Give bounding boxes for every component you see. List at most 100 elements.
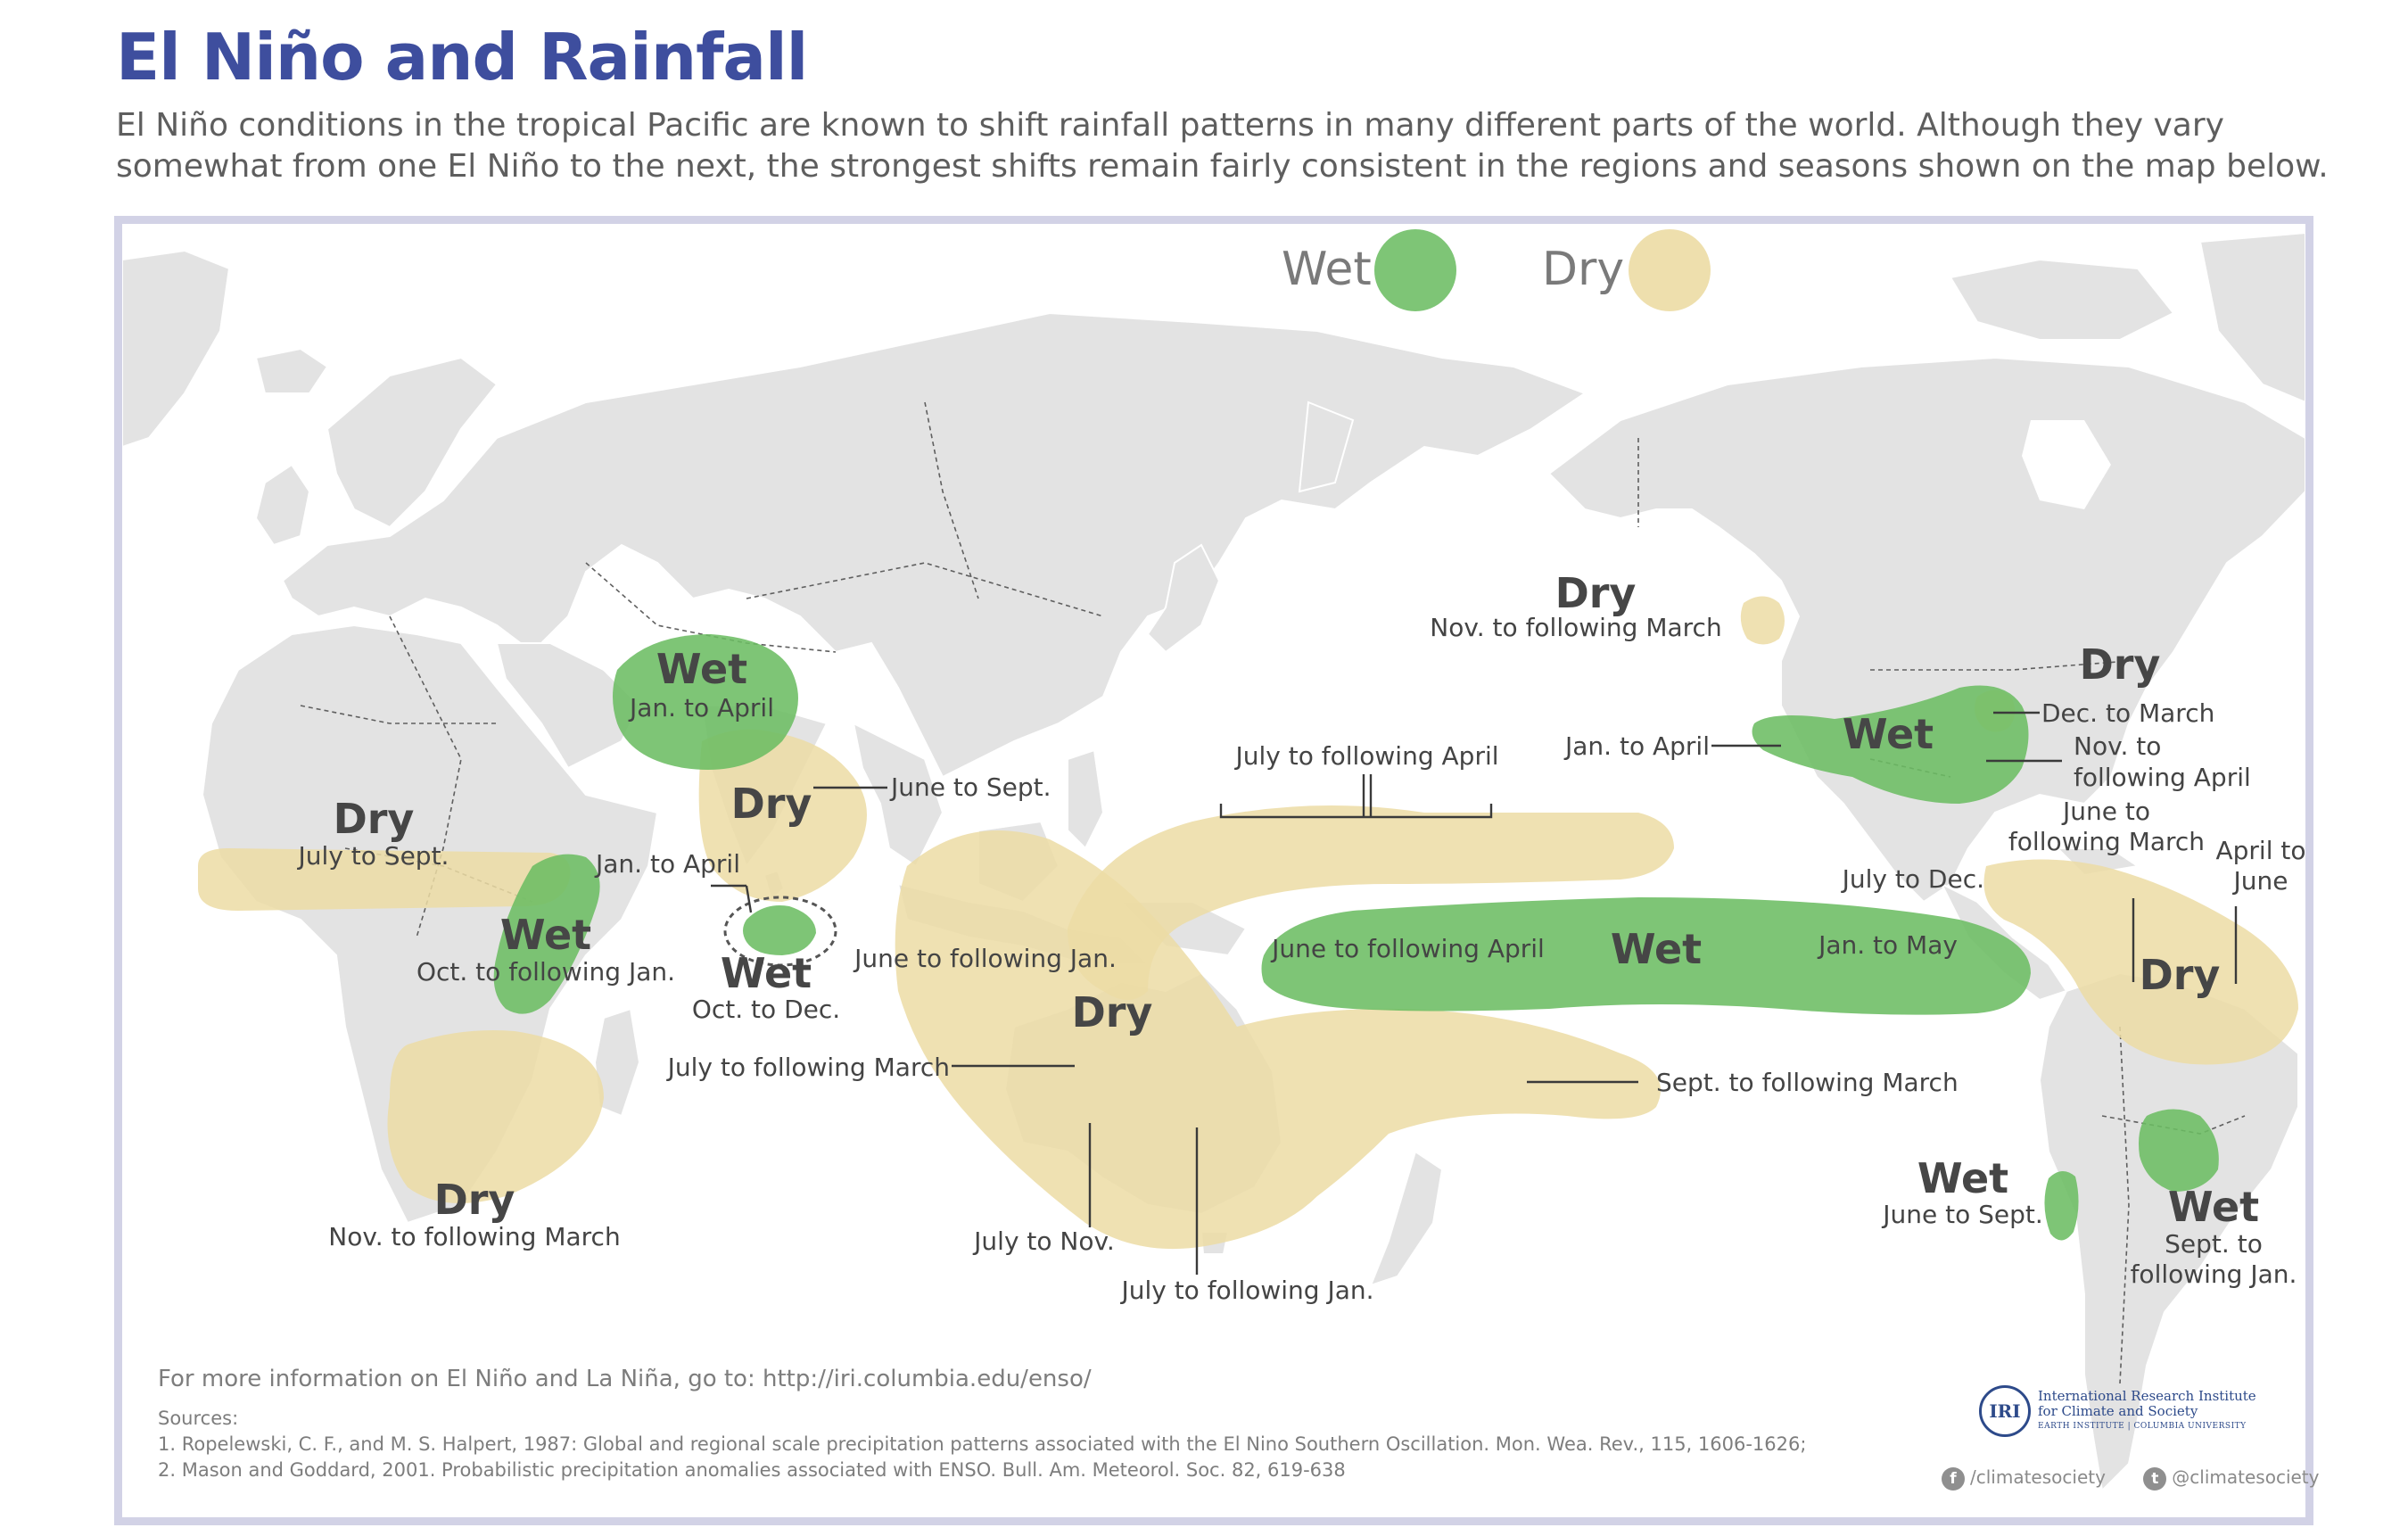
south-pacific-season: Sept. to following March — [1656, 1068, 1959, 1097]
caribbean-season-1: June to — [2061, 797, 2150, 826]
wet-regions — [493, 634, 2219, 1241]
legend-dry-label: Dry — [1542, 243, 1624, 296]
wet-region-sri-lanka-outline — [723, 896, 837, 967]
greenland-east — [2198, 231, 2305, 404]
sahel-type: Dry — [334, 795, 415, 843]
us-south-season-west: Jan. to April — [1563, 731, 1710, 761]
australia-north-season: July to Nov. — [972, 1226, 1115, 1256]
facebook-icon: f — [1942, 1466, 1965, 1491]
us-south-season-east-2: following April — [2074, 763, 2251, 792]
legend-dry-swatch — [1629, 229, 1711, 311]
caribbean-season-2: following March — [2008, 827, 2205, 856]
twitter-link[interactable]: t @climatesociety — [2143, 1466, 2319, 1491]
southeast-sa-type: Wet — [2168, 1183, 2259, 1231]
north-pacific-season: July to following April — [1233, 741, 1498, 771]
wet-region-southeast-south-america — [2139, 1109, 2219, 1192]
facebook-link[interactable]: f/climatesociety — [1942, 1466, 2106, 1491]
dry-region-maritime — [895, 830, 1661, 1250]
wet-region-equatorial-pacific — [1261, 897, 2031, 1015]
southern-africa-type: Dry — [434, 1176, 515, 1224]
wet-region-us-south — [1752, 685, 2029, 804]
africa — [201, 623, 659, 1225]
legend-wet-label: Wet — [1282, 243, 1372, 296]
greenland-west — [122, 249, 231, 449]
japan — [1146, 543, 1221, 654]
page-title: El Niño and Rainfall — [116, 20, 808, 95]
source-2: 2. Mason and Goddard, 2001. Probabilisti… — [158, 1459, 1346, 1481]
equatorial-pacific-type: Wet — [1611, 925, 1702, 973]
india-season: June to Sept. — [889, 772, 1051, 802]
southeast-sa-season-2: following Jan. — [2131, 1259, 2297, 1289]
us-ohio-season: Dec. to March — [2041, 698, 2214, 728]
central-asia-season: Jan. to April — [628, 693, 774, 723]
chile-type: Wet — [1917, 1154, 2008, 1202]
twitter-handle: @climatesociety — [2172, 1466, 2320, 1488]
sri-lanka-season: Oct. to Dec. — [692, 995, 840, 1024]
philippines — [1067, 748, 1105, 850]
central-asia-type: Wet — [656, 645, 747, 693]
india-type: Dry — [731, 780, 812, 828]
chile-season: June to Sept. — [1881, 1200, 2043, 1229]
maritime-type: Dry — [1072, 988, 1153, 1036]
dry-region-pacific-nw — [1740, 596, 1785, 645]
equatorial-pacific-season-east: Jan. to May — [1817, 930, 1958, 960]
dry-region-north-pacific — [1068, 805, 1674, 1000]
sources: Sources: 1. Ropelewski, C. F., and M. S.… — [158, 1406, 1806, 1483]
wet-region-east-africa — [493, 854, 600, 1014]
iri-name-line-3: EARTH INSTITUTE | COLUMBIA UNIVERSITY — [2038, 1422, 2247, 1431]
iri-globe-icon: IRI — [1979, 1385, 2031, 1437]
southeast-sa-season-1: Sept. to — [2165, 1229, 2263, 1259]
northern-sa-season-east-2: June — [2232, 866, 2288, 896]
us-south-season-east-1: Nov. to — [2074, 731, 2161, 761]
north-america — [1547, 356, 2305, 904]
southeast-asia — [852, 722, 944, 868]
intro-text: El Niño conditions in the tropical Pacif… — [116, 107, 2329, 185]
dry-regions — [198, 596, 2298, 1250]
wet-region-central-asia — [613, 634, 798, 770]
arabian-peninsula — [495, 642, 641, 770]
iceland — [254, 347, 329, 394]
east-africa-season: Oct. to following Jan. — [416, 957, 675, 987]
facebook-handle: /climatesociety — [1970, 1466, 2106, 1488]
legend-wet-swatch — [1374, 229, 1456, 311]
iri-logo: IRI International Research Institute for… — [1979, 1385, 2273, 1448]
sahel-season: July to Sept. — [297, 841, 449, 871]
pacific-nw-type: Dry — [1555, 569, 1637, 617]
australia-east-season: July to following Jan. — [1119, 1276, 1373, 1305]
east-africa-type: Wet — [500, 911, 591, 959]
maritime-season-march: July to following March — [666, 1053, 950, 1082]
canadian-arctic — [1949, 258, 2175, 341]
sources-label: Sources: — [158, 1408, 239, 1429]
world-map: Wet Dry Wet Jan. to April Dry June to Se… — [122, 229, 2305, 1493]
british-isles — [254, 463, 311, 547]
leader-lines — [711, 711, 2238, 1275]
scandinavia — [326, 356, 499, 529]
wet-region-chile — [2044, 1170, 2079, 1241]
sri-lanka-type: Wet — [721, 949, 812, 997]
map-frame: Wet Dry Wet Jan. to April Dry June to Se… — [114, 216, 2319, 1525]
us-ohio-type: Dry — [2080, 640, 2161, 689]
dry-region-sahel — [198, 848, 571, 911]
hudson-bay — [2022, 420, 2111, 509]
dry-region-southern-africa — [387, 1030, 604, 1203]
social-links: f/climatesociety t @climatesociety — [1942, 1466, 2351, 1491]
sri-lanka-jan-line1: Jan. to April — [594, 849, 740, 879]
equatorial-pacific-season-west: June to following April — [1270, 934, 1545, 963]
pacific-nw-season: Nov. to following March — [1430, 613, 1721, 642]
twitter-icon: t — [2143, 1466, 2167, 1491]
iri-name-line-1: International Research Institute — [2038, 1388, 2256, 1404]
wet-region-sri-lanka — [743, 905, 816, 955]
us-south-type: Wet — [1843, 710, 1934, 758]
madagascar — [593, 1007, 641, 1118]
northern-sa-season-east-1: April to — [2215, 836, 2305, 865]
new-zealand — [1369, 1150, 1444, 1287]
maritime-season-jan: June to following Jan. — [853, 944, 1117, 973]
iri-name: International Research Institute for Cli… — [2038, 1389, 2256, 1434]
northern-sa-season-west: July to Dec. — [1841, 864, 1984, 894]
dry-region-northern-south-america — [1983, 859, 2298, 1065]
region-labels: Wet Jan. to April Dry June to Sept. Jan.… — [297, 569, 2305, 1305]
legend: Wet Dry — [1282, 229, 1711, 311]
kamchatka — [1298, 401, 1355, 493]
source-1: 1. Ropelewski, C. F., and M. S. Halpert,… — [158, 1433, 1807, 1455]
iri-name-line-2: for Climate and Society — [2038, 1403, 2198, 1419]
